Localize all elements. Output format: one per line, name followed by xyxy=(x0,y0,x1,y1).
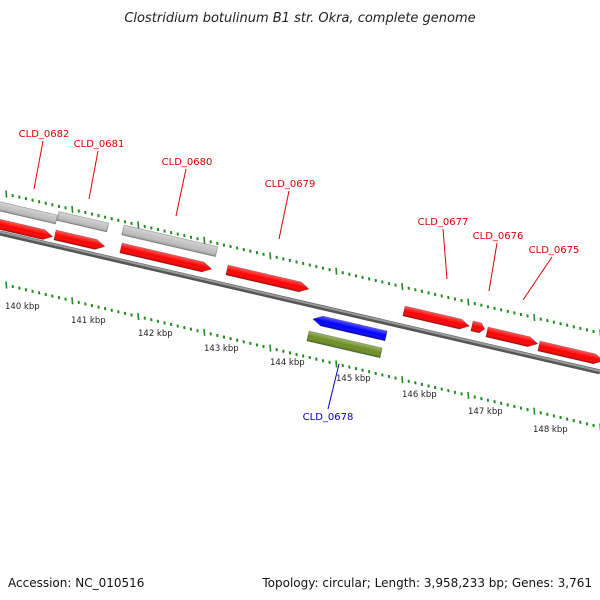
major-tick xyxy=(137,312,140,321)
kbp-labels: 140 kbp 141 kbp 142 kbp 143 kbp 144 kbp … xyxy=(5,302,568,435)
kbp-label: 142 kbp xyxy=(138,329,173,339)
major-tick xyxy=(533,313,536,322)
kbp-label: 145 kbp xyxy=(336,374,371,384)
gene-arrow xyxy=(53,229,106,250)
callout-line xyxy=(522,256,553,301)
kbp-label: 147 kbp xyxy=(468,407,503,417)
callout-line xyxy=(442,228,448,280)
major-tick xyxy=(203,236,206,244)
callout-line xyxy=(33,140,44,190)
kbp-label: 143 kbp xyxy=(204,344,239,354)
topology-text: Topology: circular; Length: 3,958,233 bp… xyxy=(262,576,592,590)
callout-line xyxy=(488,242,498,292)
major-tick xyxy=(5,281,8,289)
major-tick xyxy=(533,407,536,415)
accession-text: Accession: NC_010516 xyxy=(8,576,145,590)
gene-label[interactable]: CLD_0680 xyxy=(162,157,213,168)
gene-arrow xyxy=(312,315,388,342)
major-tick xyxy=(335,267,338,275)
callout-line xyxy=(175,168,187,217)
major-tick xyxy=(335,360,338,368)
gene-label[interactable]: CLD_0681 xyxy=(74,139,125,150)
major-tick xyxy=(137,221,140,229)
gene-arrow xyxy=(537,340,600,365)
gene-arrow xyxy=(485,326,539,347)
kbp-label: 146 kbp xyxy=(402,390,437,400)
kbp-label: 144 kbp xyxy=(270,358,305,368)
gene-label[interactable]: CLD_0675 xyxy=(529,245,580,256)
backbone xyxy=(0,230,600,375)
gene-label[interactable]: CLD_0676 xyxy=(473,231,524,242)
pseudo-block xyxy=(56,211,110,233)
gene-label[interactable]: CLD_0677 xyxy=(418,217,469,228)
callout-line xyxy=(278,190,290,240)
major-tick xyxy=(71,205,74,214)
major-tick xyxy=(203,328,206,336)
major-tick xyxy=(401,283,404,291)
major-tick xyxy=(467,391,470,400)
gene-label[interactable]: CLD_0682 xyxy=(19,129,70,140)
upper-tick-track xyxy=(5,190,600,337)
kbp-label: 148 kbp xyxy=(533,425,568,435)
major-tick xyxy=(269,344,272,352)
pseudo-block xyxy=(0,201,58,225)
gene-callouts: CLD_0682 CLD_0681 CLD_0680 CLD_0679 CLD_0677… xyxy=(19,129,580,423)
lower-tick-track xyxy=(5,281,600,431)
gene-arrow xyxy=(402,305,471,330)
major-tick xyxy=(269,252,272,260)
callout-line xyxy=(88,150,99,200)
major-tick xyxy=(5,190,8,198)
gene-arrow xyxy=(225,264,310,293)
map-title: Clostridium botulinum B1 str. Okra, comp… xyxy=(124,11,475,26)
gene-block xyxy=(306,330,383,359)
pseudo-block xyxy=(121,224,219,258)
gene-arrow xyxy=(470,320,486,334)
major-tick xyxy=(401,376,404,384)
major-tick xyxy=(71,297,74,305)
gene-label[interactable]: CLD_0678 xyxy=(303,412,354,423)
kbp-label: 141 kbp xyxy=(71,316,106,326)
gene-label[interactable]: CLD_0679 xyxy=(265,179,316,190)
callout-line xyxy=(327,363,340,410)
kbp-label: 140 kbp xyxy=(5,302,40,312)
gene-arrow xyxy=(0,218,54,240)
major-tick xyxy=(467,298,470,306)
feature-track xyxy=(0,201,600,365)
gene-arrow xyxy=(119,242,213,273)
